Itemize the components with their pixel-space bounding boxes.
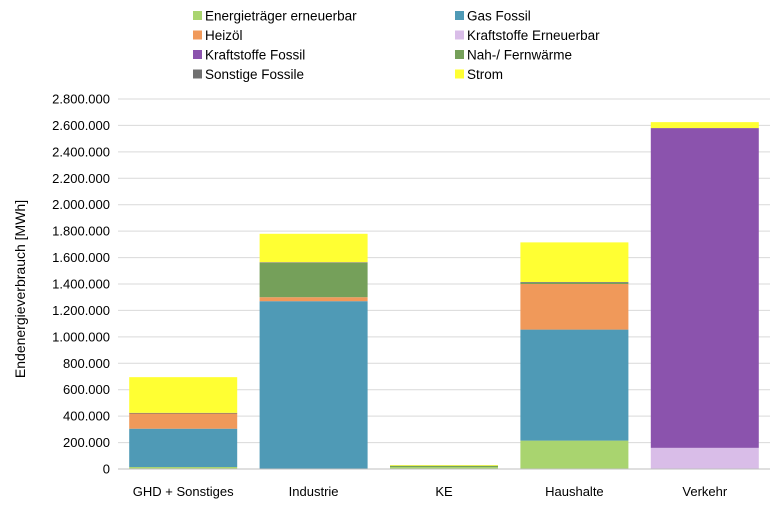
legend-label: Sonstige Fossile xyxy=(205,67,304,82)
y-axis-title: Endenergieverbrauch [MWh] xyxy=(12,200,28,378)
y-axis-ticks: 0 200.000 400.000 600.000 800.000 1.000.000 1.… xyxy=(52,92,110,477)
legend-label: Kraftstoffe Erneuerbar xyxy=(467,28,600,43)
legend-swatch xyxy=(193,50,202,59)
bar-segment-kraftstoffe-fossil xyxy=(650,128,759,448)
x-tick-label: KE xyxy=(435,484,453,499)
y-tick-label: 2.000.000 xyxy=(52,197,110,212)
legend-swatch xyxy=(193,69,202,79)
y-tick-label: 400.000 xyxy=(63,409,110,424)
legend-swatch xyxy=(455,69,464,79)
y-tick-label: 1.400.000 xyxy=(52,277,110,292)
legend-label: Gas Fossil xyxy=(467,9,531,24)
legend-label: Heizöl xyxy=(205,28,243,43)
y-tick-label: 2.200.000 xyxy=(52,171,110,186)
bar-segment-gas-fossil xyxy=(520,329,629,441)
legend-item-gas-fossil: Gas Fossil xyxy=(455,9,531,24)
legend-swatch xyxy=(193,11,202,20)
bar-segment-strom xyxy=(390,465,498,466)
bar-segment-strom xyxy=(259,233,368,263)
legend-item-strom: Strom xyxy=(455,67,503,82)
bar-segment-energieträger-erneuerbar xyxy=(390,467,498,469)
y-tick-label: 1.200.000 xyxy=(52,303,110,318)
bar-segment-strom xyxy=(520,242,629,283)
legend-item-energieträger-erneuerbar: Energieträger erneuerbar xyxy=(193,9,357,24)
legend-item-sonstige-fossile: Sonstige Fossile xyxy=(193,67,304,82)
bar-group-industrie xyxy=(259,233,368,469)
x-tick-label: Industrie xyxy=(289,484,339,499)
bar-segment-nah-fernwärme xyxy=(390,465,498,468)
legend-label: Nah-/ Fernwärme xyxy=(467,48,572,63)
bar-segment-strom xyxy=(129,377,238,413)
bar-segment-gas-fossil xyxy=(259,301,368,469)
bar-segment-heizöl xyxy=(129,413,238,429)
bar-group-ghd-sonstiges xyxy=(129,377,238,469)
bars xyxy=(129,122,759,469)
bar-segment-strom xyxy=(650,122,759,129)
bar-segment-heizöl xyxy=(520,284,629,330)
legend-label: Energieträger erneuerbar xyxy=(205,9,357,24)
legend-item-kraftstoffe-erneuerbar: Kraftstoffe Erneuerbar xyxy=(455,28,600,43)
y-tick-label: 2.400.000 xyxy=(52,144,110,159)
bar-segment-sonstige-fossile xyxy=(520,282,629,283)
legend: Energieträger erneuerbar Gas Fossil Heizöl… xyxy=(193,9,600,82)
bar-group-haushalte xyxy=(520,242,629,469)
x-tick-label: Haushalte xyxy=(545,484,604,499)
bar-segment-energieträger-erneuerbar xyxy=(520,440,629,469)
y-tick-label: 200.000 xyxy=(63,435,110,450)
legend-swatch xyxy=(455,50,464,59)
y-tick-label: 1.800.000 xyxy=(52,224,110,239)
y-tick-label: 2.600.000 xyxy=(52,118,110,133)
legend-item-kraftstoffe-fossil: Kraftstoffe Fossil xyxy=(193,48,305,63)
y-tick-label: 800.000 xyxy=(63,356,110,371)
y-tick-label: 0 xyxy=(103,462,110,477)
x-tick-label: Verkehr xyxy=(682,484,727,499)
y-tick-label: 1.000.000 xyxy=(52,329,110,344)
bar-segment-kraftstoffe-erneuerbar xyxy=(650,447,759,469)
legend-swatch xyxy=(455,30,464,40)
bar-segment-nah-fernwärme xyxy=(520,282,629,284)
y-tick-label: 2.800.000 xyxy=(52,92,110,107)
legend-item-heizöl: Heizöl xyxy=(193,28,243,43)
bar-segment-heizöl xyxy=(259,297,368,302)
bar-segment-sonstige-fossile xyxy=(129,412,238,414)
legend-label: Kraftstoffe Fossil xyxy=(205,48,305,63)
x-axis-ticks: GHD + Sonstiges Industrie KE Haushalte Verke… xyxy=(133,484,728,499)
bar-group-ke xyxy=(390,465,498,469)
bar-group-verkehr xyxy=(650,122,759,469)
bar-segment-gas-fossil xyxy=(129,428,238,468)
legend-swatch xyxy=(193,30,202,40)
legend-label: Strom xyxy=(467,67,503,82)
bar-segment-nah-fernwärme xyxy=(259,262,368,298)
x-tick-label: GHD + Sonstiges xyxy=(133,484,234,499)
bar-segment-sonstige-fossile xyxy=(259,262,368,263)
legend-swatch xyxy=(455,11,464,20)
bar-segment-energieträger-erneuerbar xyxy=(129,467,238,469)
y-tick-label: 1.600.000 xyxy=(52,250,110,265)
y-tick-label: 600.000 xyxy=(63,382,110,397)
legend-item-nah-fernwärme: Nah-/ Fernwärme xyxy=(455,48,572,63)
